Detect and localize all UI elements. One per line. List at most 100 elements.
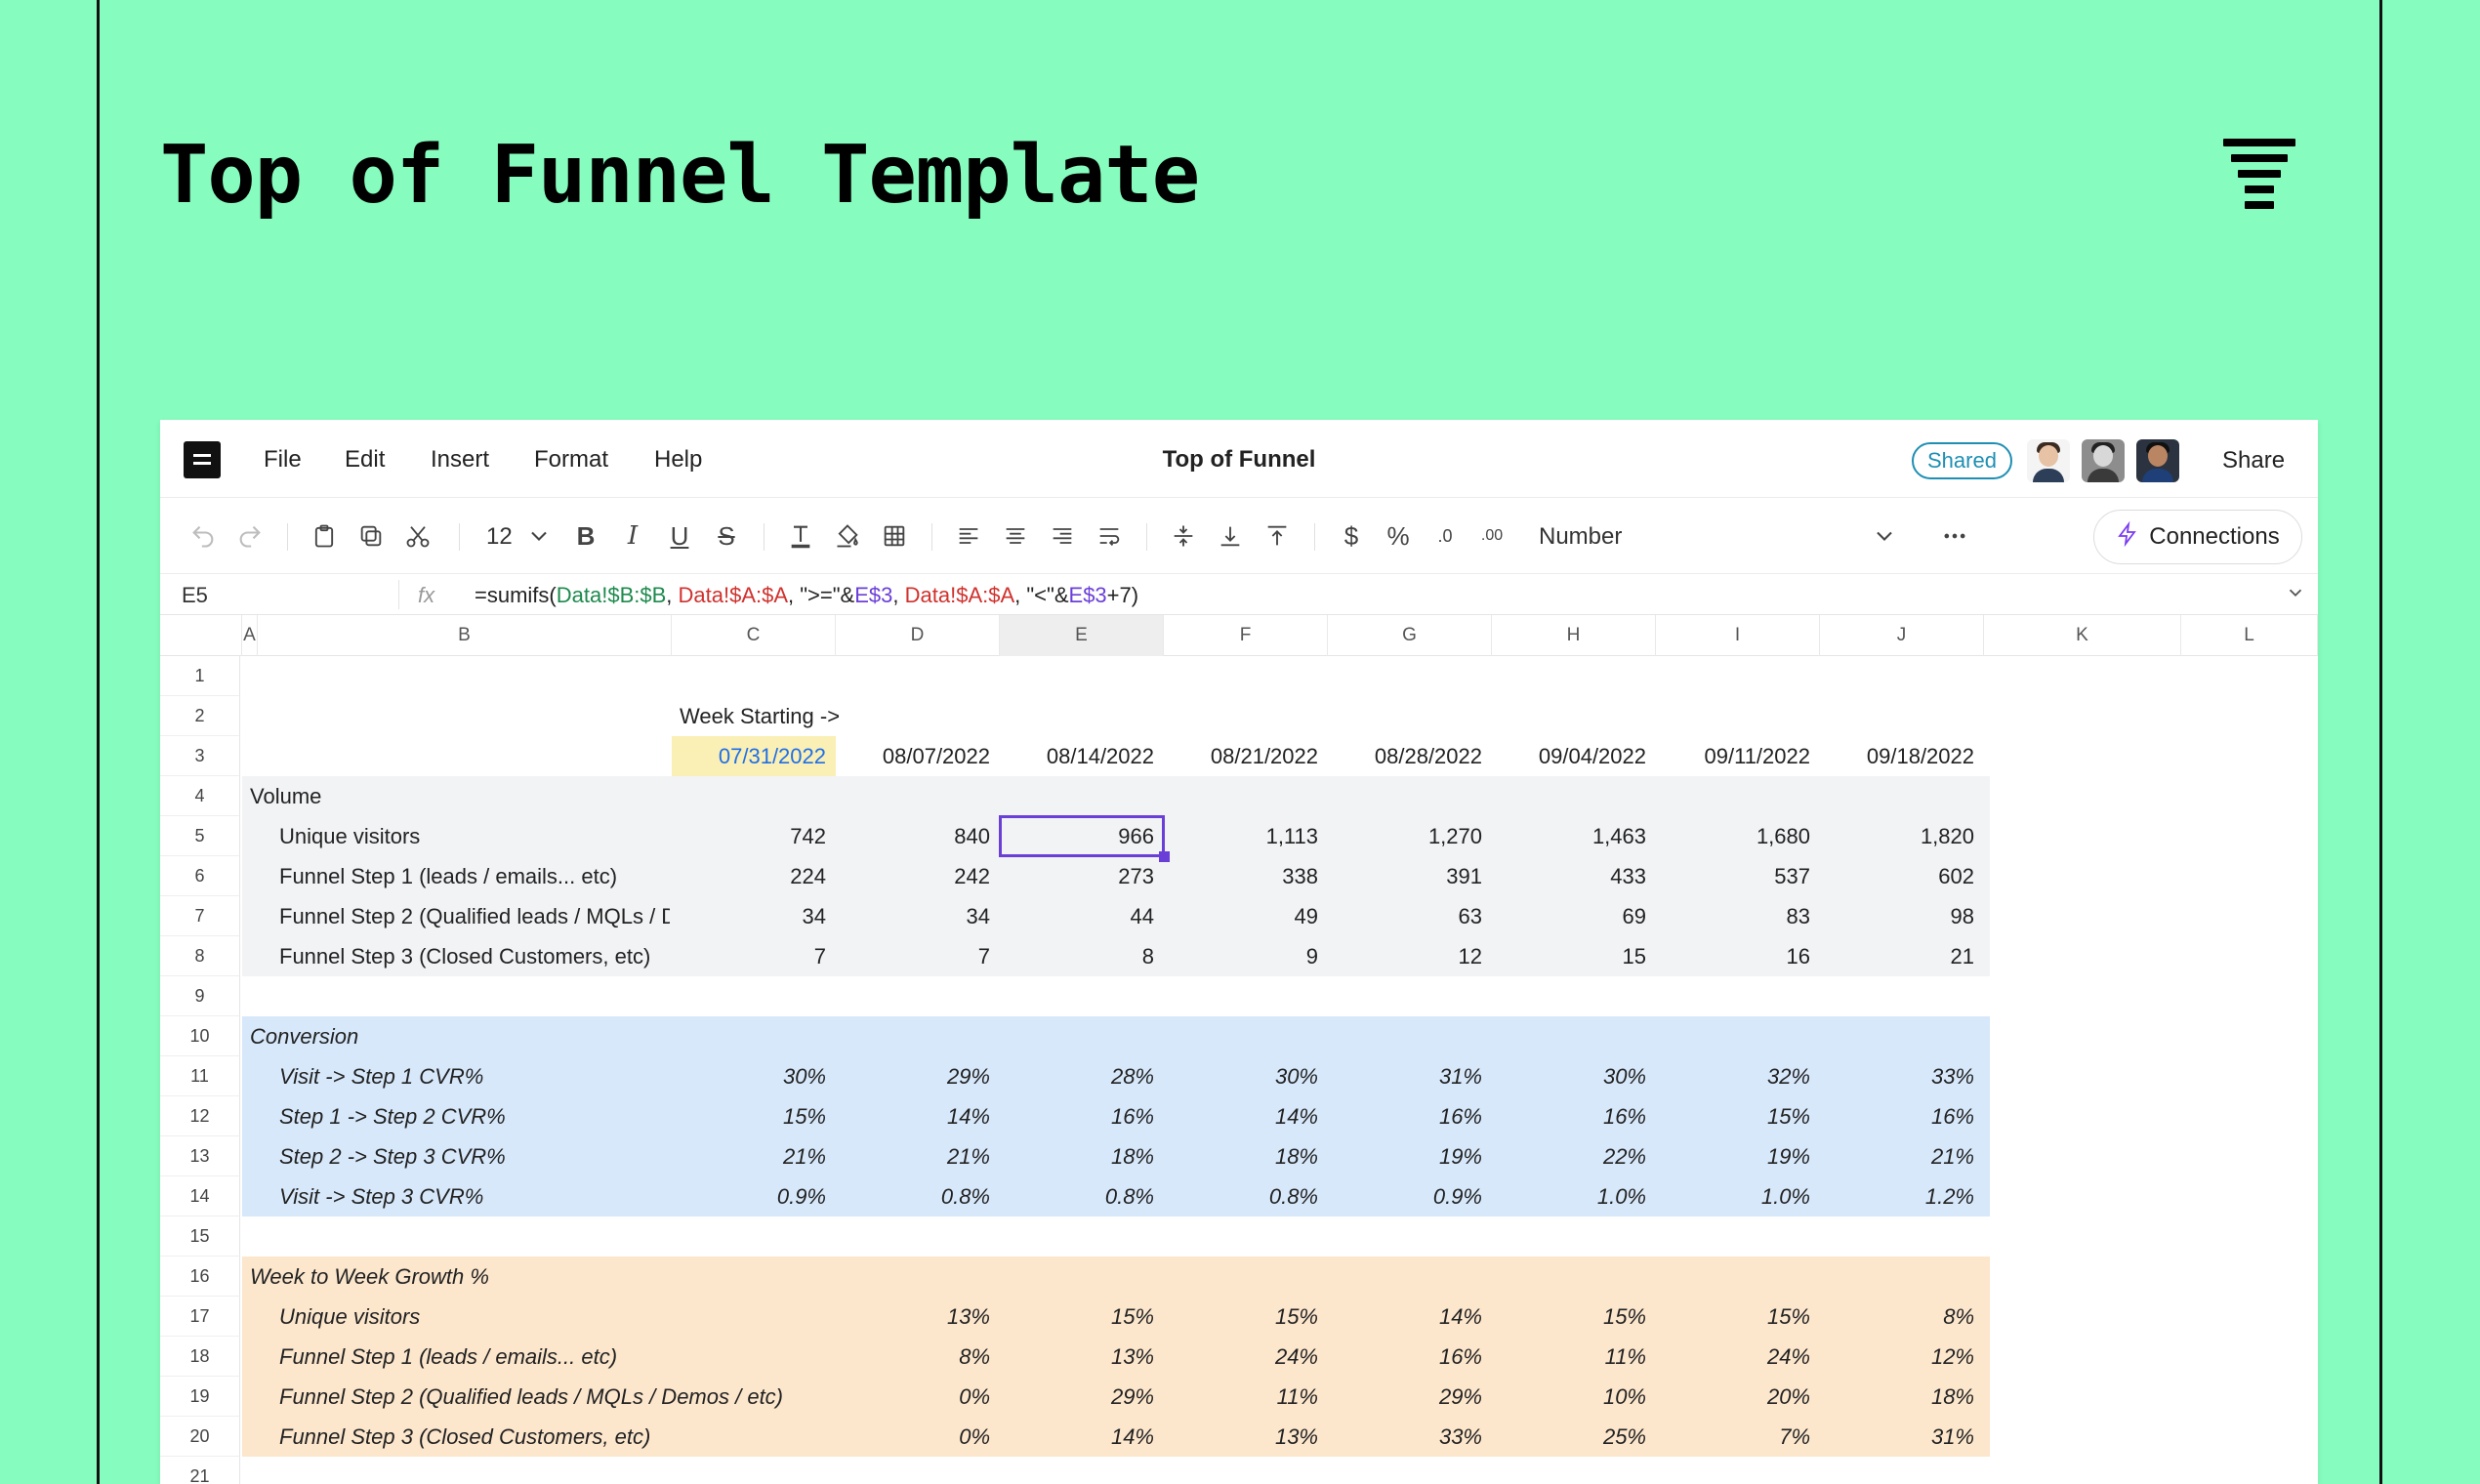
row-header[interactable]: 9: [160, 976, 240, 1016]
table-cell[interactable]: 537: [1774, 864, 1810, 888]
connections-button[interactable]: Connections: [2093, 510, 2302, 564]
share-button[interactable]: Share: [2222, 447, 2286, 474]
currency-icon[interactable]: $: [1343, 520, 1359, 551]
chevron-down-icon[interactable]: [519, 516, 558, 556]
vertical-align-middle-icon[interactable]: [1164, 516, 1203, 556]
column-header-h[interactable]: H: [1492, 615, 1656, 656]
table-cell[interactable]: 30%: [1274, 1064, 1318, 1089]
select-all-corner[interactable]: [160, 615, 242, 656]
table-cell[interactable]: 15%: [782, 1104, 826, 1129]
row-label[interactable]: Unique visitors: [279, 824, 421, 848]
table-cell[interactable]: 15%: [1602, 1304, 1646, 1329]
table-cell[interactable]: 1.0%: [1596, 1184, 1646, 1209]
table-cell[interactable]: 1.2%: [1924, 1184, 1974, 1209]
table-cell[interactable]: 31%: [1930, 1424, 1974, 1449]
table-cell[interactable]: 0.8%: [1104, 1184, 1154, 1209]
vertical-align-bottom-icon[interactable]: [1211, 516, 1250, 556]
table-cell[interactable]: 0.8%: [1268, 1184, 1318, 1209]
column-header-d[interactable]: D: [836, 615, 1000, 656]
row-header[interactable]: 21: [160, 1457, 240, 1484]
document-title[interactable]: Top of Funnel: [1162, 446, 1316, 473]
table-cell[interactable]: 44: [1130, 904, 1154, 928]
row-header[interactable]: 6: [160, 856, 240, 896]
row-header[interactable]: 1: [160, 656, 240, 696]
conversion-section-header[interactable]: Conversion: [250, 1024, 359, 1049]
app-logo-icon[interactable]: [184, 441, 221, 478]
column-header-c[interactable]: C: [672, 615, 836, 656]
row-label[interactable]: Step 1 -> Step 2 CVR%: [279, 1104, 506, 1129]
table-cell[interactable]: 07/31/2022: [672, 736, 836, 776]
table-cell[interactable]: 16%: [1110, 1104, 1154, 1129]
row-header[interactable]: 2: [160, 696, 240, 736]
table-cell[interactable]: 32%: [1766, 1064, 1810, 1089]
volume-section-header[interactable]: Volume: [250, 784, 322, 808]
table-cell[interactable]: 09/04/2022: [1538, 744, 1646, 768]
row-label[interactable]: Funnel Step 1 (leads / emails... etc): [279, 1344, 618, 1369]
table-cell[interactable]: 12: [1458, 944, 1482, 969]
redo-icon[interactable]: [230, 516, 269, 556]
row-header[interactable]: 11: [160, 1056, 240, 1096]
table-cell[interactable]: 09/18/2022: [1866, 744, 1974, 768]
table-cell[interactable]: 8%: [1943, 1304, 1974, 1329]
table-cell[interactable]: 15%: [1110, 1304, 1154, 1329]
table-cell[interactable]: 10%: [1602, 1384, 1646, 1409]
row-header[interactable]: 7: [160, 896, 240, 936]
row-header[interactable]: 8: [160, 936, 240, 976]
table-cell[interactable]: 19%: [1766, 1144, 1810, 1169]
table-cell[interactable]: 69: [1622, 904, 1646, 928]
table-cell[interactable]: 28%: [1110, 1064, 1154, 1089]
row-label[interactable]: Funnel Step 3 (Closed Customers, etc): [279, 1424, 651, 1449]
table-cell[interactable]: 08/07/2022: [882, 744, 990, 768]
table-cell[interactable]: 21%: [782, 1144, 826, 1169]
avatar[interactable]: [2027, 439, 2070, 482]
table-cell[interactable]: 13%: [1274, 1424, 1318, 1449]
column-header-k[interactable]: K: [1984, 615, 2181, 656]
table-cell[interactable]: 19%: [1438, 1144, 1482, 1169]
table-cell[interactable]: 602: [1938, 864, 1974, 888]
growth-section-header[interactable]: Week to Week Growth %: [250, 1264, 489, 1289]
row-header[interactable]: 16: [160, 1257, 240, 1297]
table-cell[interactable]: 14%: [1110, 1424, 1154, 1449]
table-cell[interactable]: 11%: [1276, 1384, 1318, 1409]
table-cell[interactable]: 840: [954, 824, 990, 848]
table-cell[interactable]: 14%: [946, 1104, 990, 1129]
row-header[interactable]: 10: [160, 1016, 240, 1056]
row-header[interactable]: 12: [160, 1096, 240, 1136]
menu-file[interactable]: File: [264, 446, 302, 473]
table-cell[interactable]: 14%: [1438, 1304, 1482, 1329]
column-header-j[interactable]: J: [1820, 615, 1984, 656]
table-cell[interactable]: 22%: [1602, 1144, 1646, 1169]
avatar[interactable]: [2082, 439, 2125, 482]
table-cell[interactable]: 16%: [1438, 1344, 1482, 1369]
undo-icon[interactable]: [184, 516, 223, 556]
table-cell[interactable]: 0%: [959, 1424, 990, 1449]
table-cell[interactable]: 49: [1294, 904, 1318, 928]
table-cell[interactable]: 15%: [1766, 1304, 1810, 1329]
row-header[interactable]: 18: [160, 1337, 240, 1377]
table-cell[interactable]: 0%: [959, 1384, 990, 1409]
table-cell[interactable]: 33%: [1438, 1424, 1482, 1449]
row-label[interactable]: Step 2 -> Step 3 CVR%: [279, 1144, 506, 1169]
table-cell[interactable]: 18%: [1274, 1144, 1318, 1169]
table-cell[interactable]: 63: [1458, 904, 1482, 928]
table-cell[interactable]: 21: [1950, 944, 1974, 969]
align-center-icon[interactable]: [996, 516, 1035, 556]
row-label[interactable]: Funnel Step 2 (Qualified leads / MQLs / …: [279, 1384, 784, 1409]
number-format-select[interactable]: Number: [1539, 523, 1623, 550]
table-cell[interactable]: 7%: [1779, 1424, 1810, 1449]
table-cell[interactable]: 1,680: [1756, 824, 1810, 848]
row-header[interactable]: 3: [160, 736, 240, 776]
column-header-g[interactable]: G: [1328, 615, 1492, 656]
table-cell[interactable]: 0.9%: [1432, 1184, 1482, 1209]
table-cell[interactable]: 30%: [782, 1064, 826, 1089]
avatar[interactable]: [2136, 439, 2179, 482]
table-cell[interactable]: 34: [966, 904, 990, 928]
table-cell[interactable]: 742: [790, 824, 826, 848]
table-cell[interactable]: 966: [1118, 824, 1154, 848]
table-cell[interactable]: 0.8%: [940, 1184, 990, 1209]
menu-insert[interactable]: Insert: [431, 446, 490, 473]
row-header[interactable]: 5: [160, 816, 240, 856]
table-cell[interactable]: 13%: [946, 1304, 990, 1329]
table-cell[interactable]: 7: [813, 944, 826, 969]
strikethrough-icon[interactable]: S: [718, 520, 735, 551]
